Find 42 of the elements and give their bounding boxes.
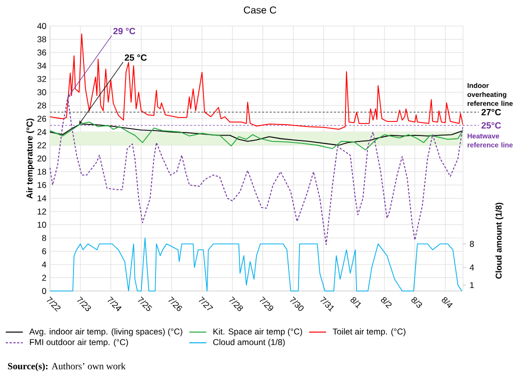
x-tick-label: 8/4 bbox=[442, 297, 453, 308]
y-axis-title: Air temperature (°C) bbox=[26, 118, 34, 199]
legend-label: Kit. Space air temp (°C) bbox=[213, 328, 302, 336]
y-tick-label: 28 bbox=[37, 102, 46, 108]
legend-label: FMI outdoor air temp. (°C) bbox=[30, 338, 128, 347]
ref-line-label: 25°C bbox=[482, 122, 501, 129]
y-tick-label: 24 bbox=[37, 129, 46, 135]
y2-axis-title: Cloud amount (1/8) bbox=[495, 202, 504, 279]
y-tick-label: 2 bbox=[42, 274, 46, 281]
text: Source(s): Authors’ own work bbox=[8, 362, 126, 372]
chart-title: Case C bbox=[244, 6, 276, 14]
x-tick-label: 8/3 bbox=[411, 297, 422, 308]
annotation: 29 °C bbox=[113, 28, 136, 34]
y2-tick-label: 8 bbox=[470, 240, 474, 247]
y-tick-label: 14 bbox=[38, 195, 46, 202]
legend-label: Toilet air temp. (°C) bbox=[332, 328, 406, 336]
legend-label: Cloud amount (1/8) bbox=[213, 338, 285, 347]
legend-label: Avg. indoor air temp. (living spaces) (°C) bbox=[29, 328, 182, 336]
x-tick-label: 7/27 bbox=[198, 296, 214, 310]
y-tick-label: 40 bbox=[37, 23, 46, 29]
y-tick-label: 16 bbox=[38, 182, 46, 188]
y-tick-label: 12 bbox=[38, 208, 46, 214]
y-tick-label: 30 bbox=[37, 89, 46, 96]
y2-tick-label: 4 bbox=[470, 264, 474, 270]
y-tick-label: 20 bbox=[37, 156, 46, 162]
ref-line-label: 27°C bbox=[482, 108, 501, 116]
y-tick-label: 0 bbox=[42, 288, 46, 294]
y-tick-label: 18 bbox=[38, 168, 46, 175]
x-tick-label: 8/1 bbox=[350, 297, 361, 308]
x-tick-label: 8/2 bbox=[380, 297, 392, 308]
y2-tick-label: 1 bbox=[470, 282, 474, 288]
annotation: 25 °C bbox=[124, 54, 147, 61]
y-tick-label: 4 bbox=[42, 262, 46, 268]
y-tick-label: 10 bbox=[38, 222, 46, 228]
y-tick-label: 38 bbox=[37, 36, 46, 42]
y-tick-label: 36 bbox=[37, 50, 46, 56]
y-tick-label: 32 bbox=[37, 76, 46, 82]
y-tick-label: 26 bbox=[37, 116, 46, 122]
y-tick-label: 8 bbox=[42, 235, 46, 241]
y-tick-label: 34 bbox=[37, 62, 46, 69]
y-tick-label: 22 bbox=[37, 142, 46, 148]
y-tick-label: 6 bbox=[42, 248, 46, 254]
